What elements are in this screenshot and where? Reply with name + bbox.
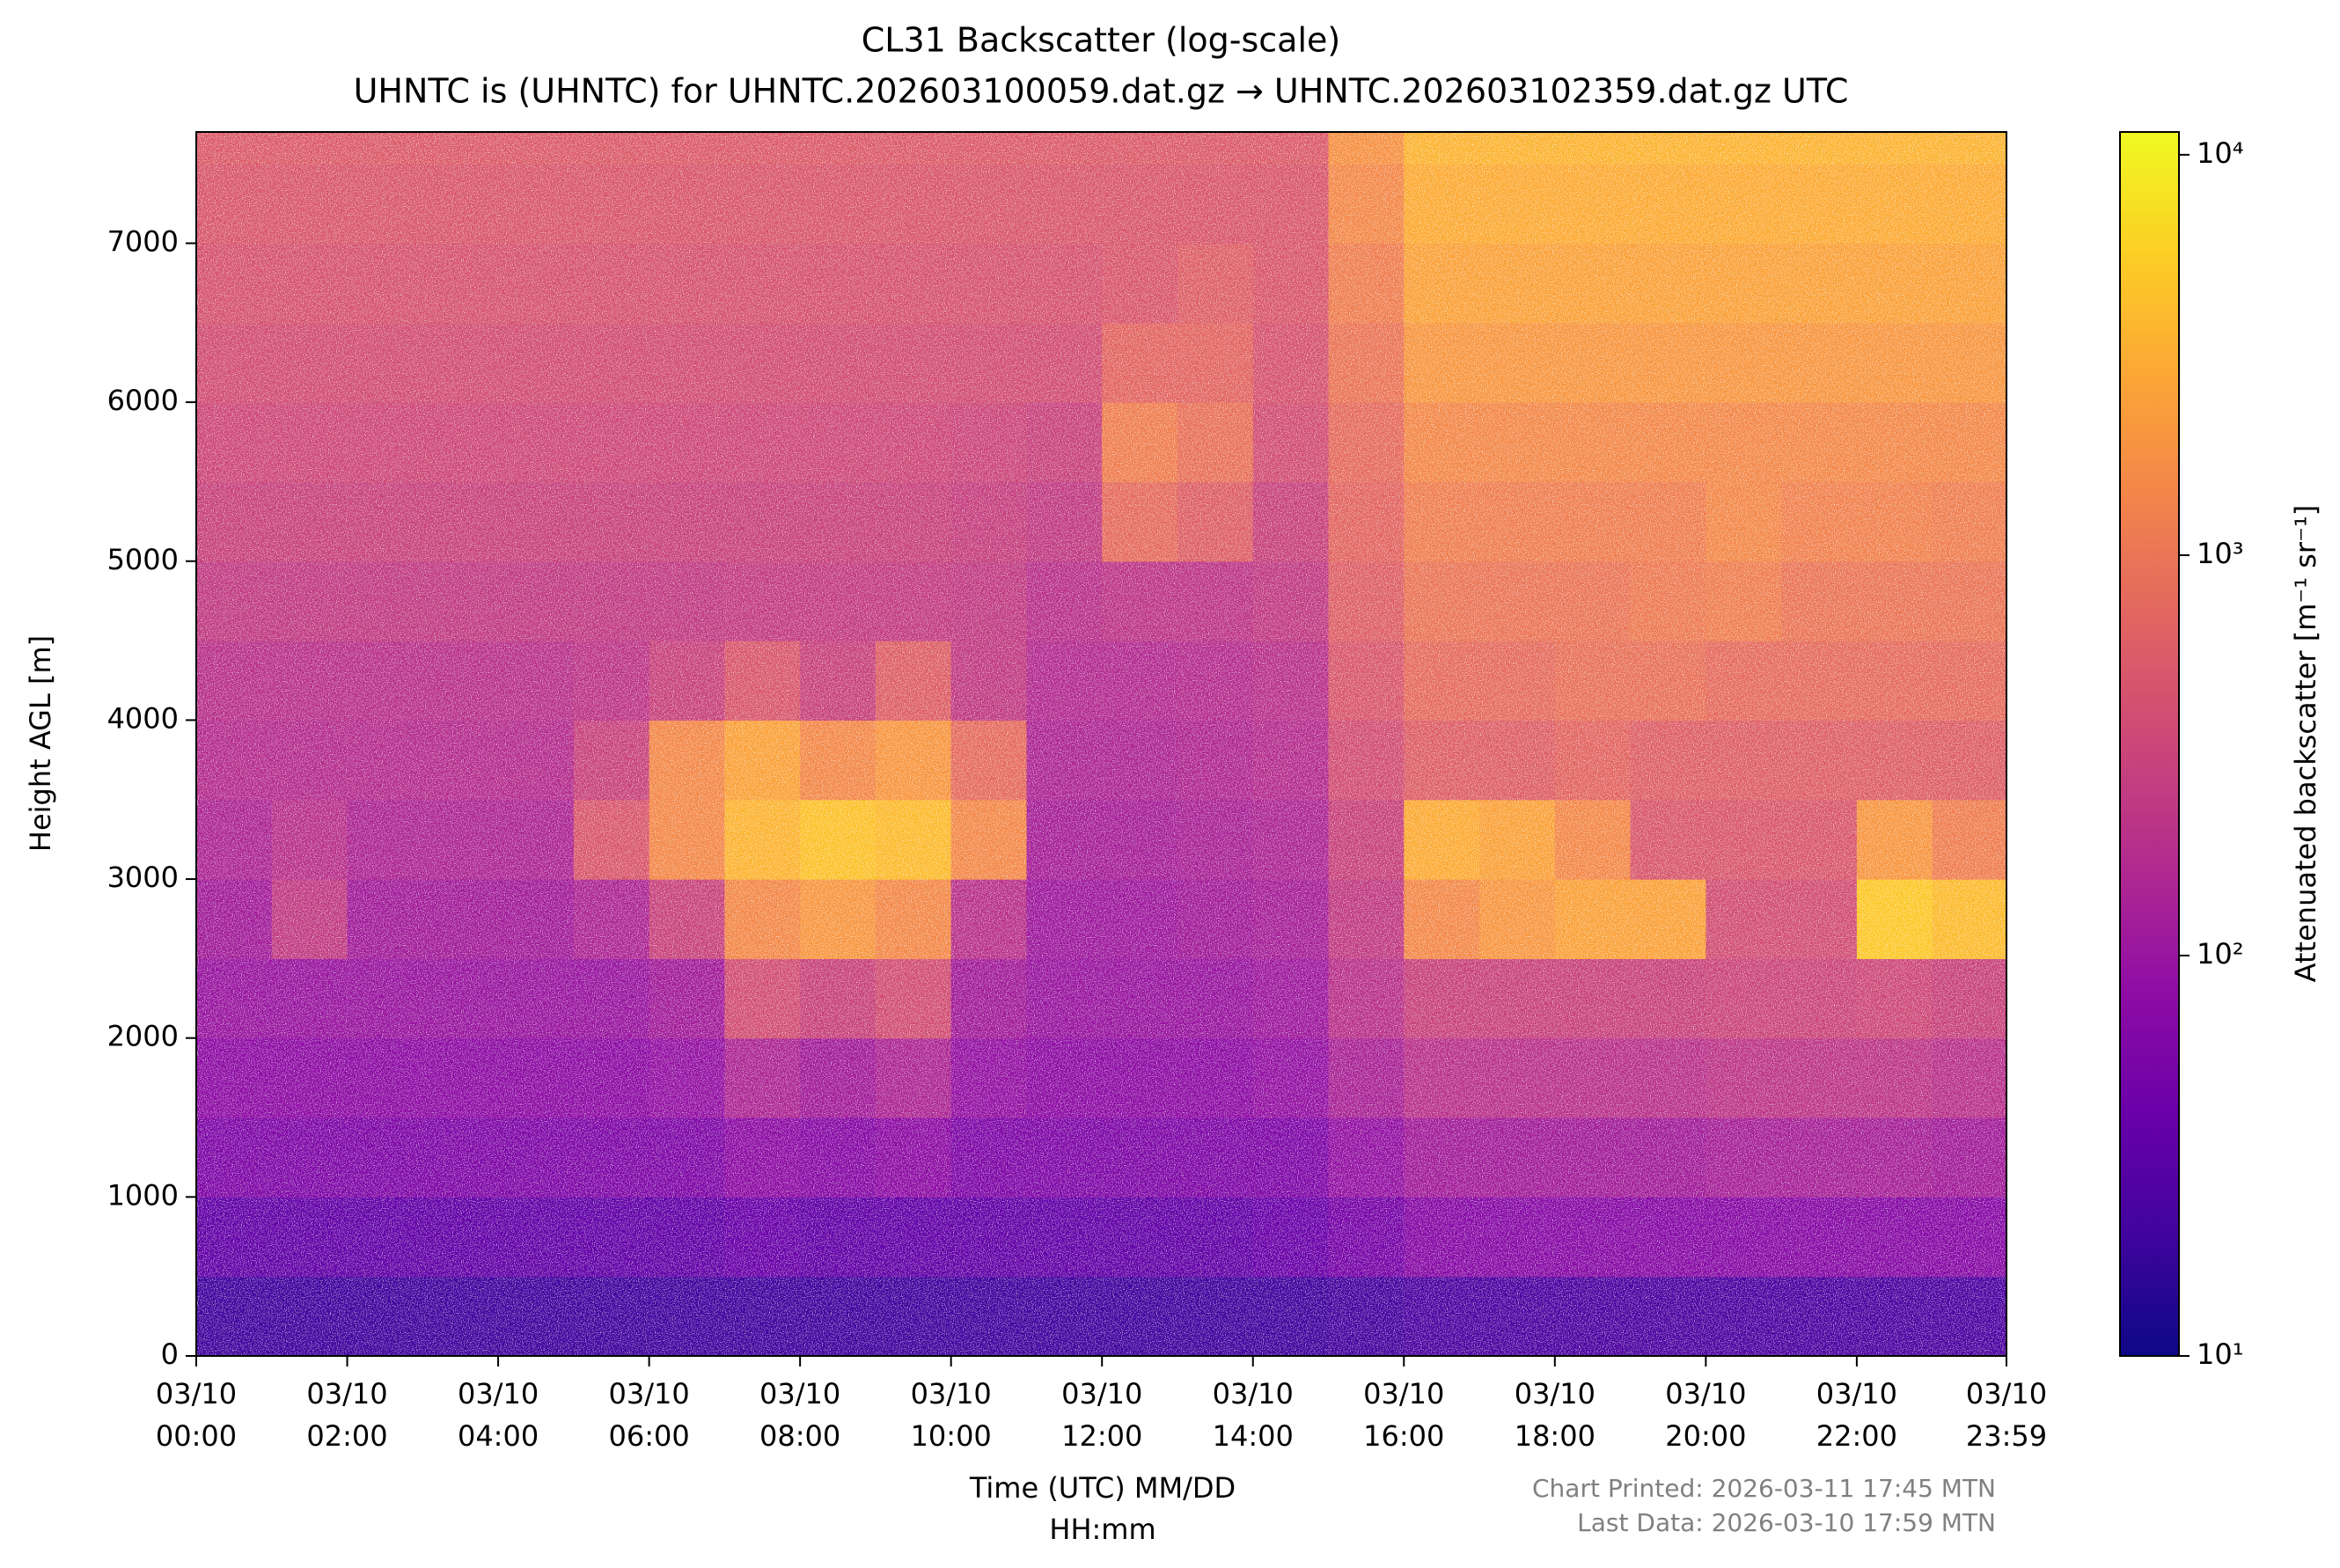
- x-tick-label: 02:00: [306, 1419, 387, 1453]
- x-tick-label: 03/10: [1966, 1377, 2047, 1410]
- x-tick-label: 03/10: [1665, 1377, 1746, 1410]
- x-axis-label: HH:mm: [1049, 1513, 1155, 1546]
- y-tick-label: 2000: [107, 1020, 179, 1053]
- y-axis-label: Height AGL [m]: [24, 635, 57, 852]
- x-tick-label: 18:00: [1515, 1419, 1595, 1453]
- x-tick-label: 03/10: [1816, 1377, 1897, 1410]
- x-tick-label: 03/10: [759, 1377, 840, 1410]
- x-tick-label: 14:00: [1213, 1419, 1294, 1453]
- x-tick-label: 03/10: [1363, 1377, 1444, 1410]
- x-tick-label: 16:00: [1363, 1419, 1444, 1453]
- colorbar-tick-label: 10³: [2197, 537, 2244, 570]
- y-tick-label: 4000: [107, 701, 179, 735]
- x-tick-label: 03/10: [156, 1377, 237, 1410]
- x-tick-label: 22:00: [1816, 1419, 1897, 1453]
- y-tick-label: 7000: [107, 224, 179, 258]
- x-tick-label: 00:00: [156, 1419, 237, 1453]
- annotation: Last Data: 2026-03-10 17:59 MTN: [1577, 1508, 1996, 1537]
- y-tick-label: 5000: [107, 543, 179, 576]
- x-tick-label: 23:59: [1966, 1419, 2047, 1453]
- colorbar-tick-label: 10⁴: [2197, 136, 2244, 170]
- noise-texture: [196, 132, 2006, 1356]
- x-tick-label: 20:00: [1665, 1419, 1746, 1453]
- x-axis-label: Time (UTC) MM/DD: [969, 1471, 1236, 1505]
- x-tick-label: 03/10: [1515, 1377, 1595, 1410]
- x-tick-label: 03/10: [306, 1377, 387, 1410]
- colorbar-label: Attenuated backscatter [m⁻¹ sr⁻¹]: [2289, 505, 2322, 983]
- colorbar-tick-label: 10²: [2197, 937, 2244, 971]
- x-tick-label: 08:00: [759, 1419, 840, 1453]
- chart-subtitle: UHNTC is (UHNTC) for UHNTC.202603100059.…: [354, 72, 1849, 111]
- annotation: Chart Printed: 2026-03-11 17:45 MTN: [1532, 1474, 1996, 1503]
- y-tick-label: 1000: [107, 1178, 179, 1212]
- x-tick-label: 03/10: [608, 1377, 689, 1410]
- colorbar-tick-label: 10¹: [2197, 1337, 2244, 1371]
- x-tick-label: 06:00: [608, 1419, 689, 1453]
- x-tick-label: 12:00: [1061, 1419, 1142, 1453]
- x-tick-label: 03/10: [911, 1377, 992, 1410]
- y-tick-label: 3000: [107, 861, 179, 894]
- x-tick-label: 03/10: [458, 1377, 539, 1410]
- x-tick-label: 03/10: [1061, 1377, 1142, 1410]
- x-tick-label: 10:00: [911, 1419, 992, 1453]
- colorbar: [2119, 131, 2180, 1357]
- y-tick-label: 0: [161, 1337, 179, 1371]
- y-tick-label: 6000: [107, 384, 179, 417]
- x-tick-label: 04:00: [458, 1419, 539, 1453]
- x-tick-label: 03/10: [1213, 1377, 1294, 1410]
- chart-title: CL31 Backscatter (log-scale): [862, 21, 1340, 60]
